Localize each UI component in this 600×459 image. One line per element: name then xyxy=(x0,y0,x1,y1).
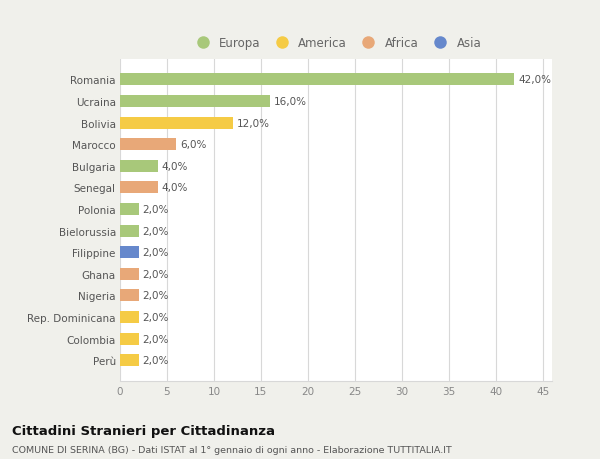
Text: 2,0%: 2,0% xyxy=(143,291,169,301)
Bar xyxy=(120,354,139,366)
Bar xyxy=(120,74,514,86)
Bar xyxy=(120,96,270,108)
Text: 2,0%: 2,0% xyxy=(143,205,169,214)
Bar xyxy=(120,161,158,173)
Bar xyxy=(120,247,139,258)
Text: 4,0%: 4,0% xyxy=(161,183,188,193)
Text: 2,0%: 2,0% xyxy=(143,334,169,344)
Bar xyxy=(120,182,158,194)
Bar xyxy=(120,311,139,323)
Text: 2,0%: 2,0% xyxy=(143,226,169,236)
Bar xyxy=(120,139,176,151)
Text: 2,0%: 2,0% xyxy=(143,312,169,322)
Text: 2,0%: 2,0% xyxy=(143,269,169,279)
Text: 4,0%: 4,0% xyxy=(161,162,188,171)
Text: 2,0%: 2,0% xyxy=(143,355,169,365)
Text: 42,0%: 42,0% xyxy=(518,75,551,85)
Text: Cittadini Stranieri per Cittadinanza: Cittadini Stranieri per Cittadinanza xyxy=(12,424,275,437)
Bar xyxy=(120,118,233,129)
Text: COMUNE DI SERINA (BG) - Dati ISTAT al 1° gennaio di ogni anno - Elaborazione TUT: COMUNE DI SERINA (BG) - Dati ISTAT al 1°… xyxy=(12,445,452,454)
Bar xyxy=(120,333,139,345)
Bar xyxy=(120,290,139,302)
Bar xyxy=(120,204,139,215)
Text: 2,0%: 2,0% xyxy=(143,248,169,257)
Text: 6,0%: 6,0% xyxy=(180,140,206,150)
Text: 12,0%: 12,0% xyxy=(236,118,269,129)
Bar xyxy=(120,268,139,280)
Bar xyxy=(120,225,139,237)
Legend: Europa, America, Africa, Asia: Europa, America, Africa, Asia xyxy=(187,34,485,53)
Text: 16,0%: 16,0% xyxy=(274,97,307,107)
